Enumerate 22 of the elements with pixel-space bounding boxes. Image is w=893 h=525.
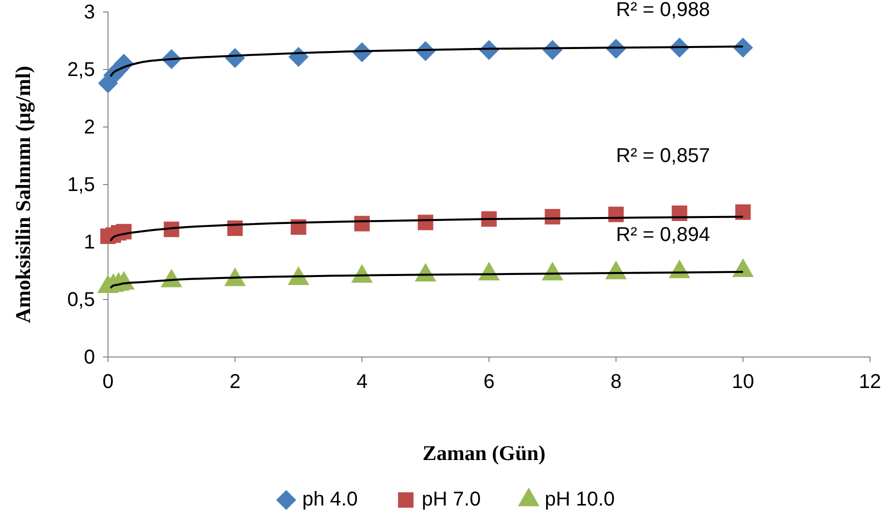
legend-label: pH 7.0 xyxy=(422,488,481,510)
x-tick-label: 0 xyxy=(102,371,114,394)
annotation: R² = 0,857 xyxy=(616,144,710,167)
y-tick-label: 2,5 xyxy=(67,58,95,81)
x-tick-label: 2 xyxy=(229,371,241,394)
x-tick-label: 8 xyxy=(610,371,622,394)
x-tick-label: 10 xyxy=(732,371,754,394)
y-tick-label: 0,5 xyxy=(67,288,95,311)
y-tick-label: 2 xyxy=(84,116,95,138)
x-tick-label: 12 xyxy=(858,371,882,394)
x-tick-label: 6 xyxy=(483,371,495,394)
legend-label: ph 4.0 xyxy=(302,488,358,510)
y-tick-label: 1 xyxy=(84,231,95,254)
annotation: R² = 0,894 xyxy=(616,224,710,246)
y-tick-label: 0 xyxy=(84,346,95,368)
y-tick-label: 3 xyxy=(84,1,95,24)
x-axis-title: Zaman (Gün) xyxy=(422,441,546,465)
y-tick-label: 1,5 xyxy=(67,174,95,196)
y-axis-title: Amoksisilin Salınımı (µg/ml) xyxy=(11,66,35,324)
annotation: R² = 0,988 xyxy=(616,0,710,21)
x-tick-label: 4 xyxy=(356,371,368,394)
legend-label: pH 10.0 xyxy=(544,488,615,510)
